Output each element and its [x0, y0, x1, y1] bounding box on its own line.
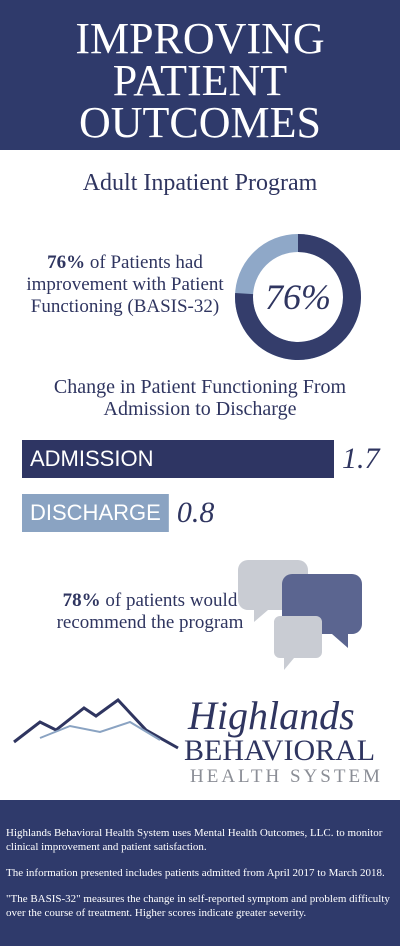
title-line: PATIENT: [112, 56, 288, 105]
bar-value: 1.7: [342, 442, 382, 475]
title-line: IMPROVING: [75, 14, 325, 63]
recommend-highlight: 78%: [62, 590, 101, 611]
donut-label: 76%: [265, 277, 331, 317]
stat-text: 76% of Patients had improvement with Pat…: [20, 252, 230, 318]
logo-line: HEALTH SYSTEM: [190, 766, 383, 787]
logo-line: BEHAVIORAL: [184, 734, 376, 767]
footer: Highlands Behavioral Health System uses …: [0, 800, 400, 946]
bar-label: DISCHARGE: [30, 500, 161, 525]
footer-paragraph: Highlands Behavioral Health System uses …: [6, 827, 383, 853]
footer-paragraph: "The BASIS-32" measures the change in se…: [6, 893, 390, 919]
stat-highlight: 76%: [47, 252, 86, 273]
recommend-text: 78% of patients would recommend the prog…: [55, 590, 245, 634]
chart-title: Change in Patient Functioning From Admis…: [53, 376, 347, 420]
program-title: Adult Inpatient Program: [82, 170, 318, 196]
mountain-logo: [13, 698, 179, 750]
header: IMPROVING PATIENT OUTCOMES: [0, 0, 400, 150]
footer-paragraph: The information presented includes patie…: [6, 867, 385, 879]
stat-description: of Patients had improvement with Patient…: [26, 252, 224, 317]
bar-label: ADMISSION: [30, 446, 153, 471]
bar: [22, 494, 169, 532]
donut-arc: [235, 234, 361, 360]
logo-line: Highlands: [188, 693, 355, 738]
bar: [22, 440, 334, 478]
title-line: OUTCOMES: [78, 98, 322, 147]
recommend-description: of patients would recommend the program: [56, 590, 244, 633]
speech-bubbles: [238, 560, 362, 670]
mountain-logo: [39, 720, 161, 741]
bar-value: 0.8: [177, 496, 215, 529]
